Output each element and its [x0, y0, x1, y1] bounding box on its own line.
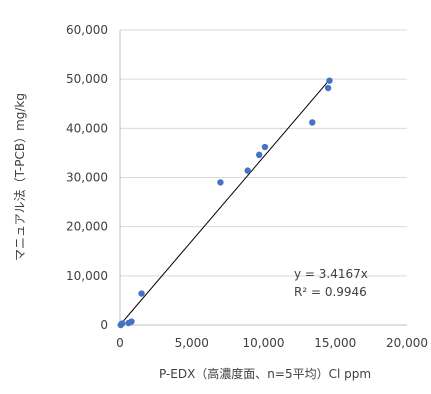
- data-point: [255, 151, 263, 159]
- trendline: [119, 81, 329, 326]
- points-layer: [117, 77, 333, 329]
- y-tick-label: 20,000: [66, 220, 108, 234]
- y-tick-label: 60,000: [66, 23, 108, 37]
- x-tick-label: 15,000: [314, 336, 356, 350]
- data-point: [244, 167, 251, 174]
- y-axis-title: マニュアル法（T-PCB）mg/kg: [13, 93, 27, 261]
- x-tick-label: 20,000: [386, 336, 428, 350]
- data-point: [118, 320, 126, 327]
- axis-layer: 0 10,000 20,000 30,000 40,000 50,000 60,000 0 5,…: [66, 23, 428, 350]
- data-point: [309, 119, 316, 126]
- x-tick-label: 5,000: [175, 336, 209, 350]
- y-tick-label: 30,000: [66, 171, 108, 185]
- data-point: [324, 84, 332, 92]
- x-tick-label: 0: [116, 336, 124, 350]
- data-point: [261, 143, 269, 151]
- grid-layer: [120, 29, 407, 277]
- trendline-layer: [119, 81, 329, 326]
- data-point: [128, 318, 135, 325]
- y-tick-label: 50,000: [66, 72, 108, 86]
- y-tick-label: 10,000: [66, 269, 108, 283]
- y-tick-label: 40,000: [66, 121, 108, 135]
- x-tick-label: 10,000: [243, 336, 285, 350]
- r-squared-label: R² = 0.9946: [294, 285, 367, 299]
- y-tick-label: 0: [100, 318, 108, 332]
- data-point: [326, 77, 333, 84]
- x-axis-title: P-EDX（高濃度面、n=5平均）Cl ppm: [159, 366, 371, 381]
- trendline-equation: y = 3.4167x: [294, 267, 368, 281]
- labels-layer: P-EDX（高濃度面、n=5平均）Cl ppm マニュアル法（T-PCB）mg/…: [13, 93, 371, 381]
- data-point: [217, 179, 224, 186]
- data-point: [138, 290, 145, 297]
